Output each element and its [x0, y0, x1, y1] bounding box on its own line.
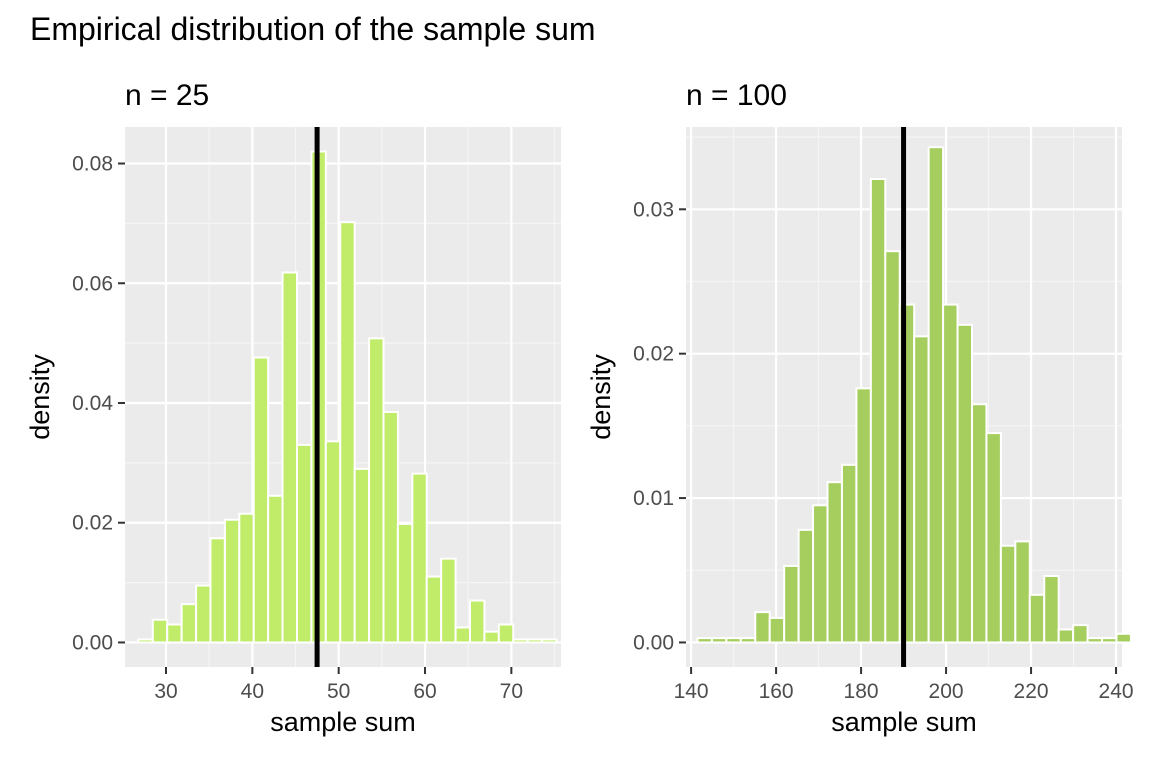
histogram-bar — [1014, 540, 1031, 644]
panel-n25-y-axis: 0.00 0.02 0.04 0.06 0.08 — [72, 153, 125, 654]
histogram-bar — [1115, 632, 1132, 644]
histogram-bar — [970, 403, 988, 644]
histogram-bar — [1086, 637, 1104, 644]
histogram-bar — [754, 611, 771, 644]
histogram-bar — [783, 564, 800, 644]
histogram-bar — [1072, 624, 1089, 644]
histogram-bar — [739, 637, 757, 644]
histogram-bar — [223, 518, 241, 644]
x-axis-tick-label: 200 — [929, 680, 964, 703]
panel-n100-x-axis-title: sample sum — [831, 707, 977, 737]
histogram-bar — [238, 512, 255, 644]
x-axis-tick-label: 60 — [413, 680, 436, 703]
histogram-bar — [483, 630, 500, 644]
histogram-bar — [267, 494, 284, 644]
x-axis-tick-label: 220 — [1014, 680, 1049, 703]
histogram-bar — [797, 528, 815, 644]
histogram-bar — [454, 626, 472, 644]
histogram-bar — [295, 443, 313, 644]
histogram-bar — [209, 537, 226, 644]
y-axis-tick-label: 0.08 — [72, 153, 113, 176]
histogram-bar — [339, 221, 356, 644]
histogram-bar — [999, 544, 1017, 644]
histogram-bar — [195, 584, 212, 644]
y-axis-tick-label: 0.02 — [633, 343, 674, 366]
y-axis-tick-label: 0.01 — [633, 487, 674, 510]
histogram-bar — [1101, 637, 1118, 644]
histogram-bar — [884, 250, 901, 644]
histogram-bar — [382, 410, 399, 644]
histogram-bar — [440, 557, 457, 644]
histogram-bar — [166, 623, 183, 644]
histogram-bar — [855, 387, 872, 644]
histogram-bar — [942, 303, 959, 644]
histogram-bar — [137, 638, 154, 644]
x-axis-tick-label: 240 — [1099, 680, 1134, 703]
y-axis-tick-label: 0.03 — [633, 198, 674, 221]
panel-n100-x-axis: 140 160 180 200 220 240 — [674, 667, 1134, 703]
histogram-bar — [368, 337, 385, 644]
panel-n25-y-axis-title: density — [25, 354, 55, 440]
panel-n25-bars — [137, 150, 558, 644]
histogram-bar — [252, 356, 270, 644]
histogram-bar — [696, 637, 713, 644]
histogram-bar — [927, 146, 945, 644]
histogram-bar — [725, 637, 742, 644]
panel-n25-x-axis: 30 40 50 60 70 — [154, 667, 523, 703]
x-axis-tick-label: 180 — [844, 680, 879, 703]
histogram-bar — [710, 637, 728, 644]
histogram-bar — [840, 463, 858, 644]
histogram-bar — [985, 432, 1002, 644]
histogram-bar — [324, 440, 342, 644]
histogram-bar — [1028, 593, 1046, 644]
histogram-bar — [151, 618, 169, 644]
x-axis-tick-label: 70 — [500, 680, 523, 703]
histogram-bar — [826, 481, 843, 644]
figure-title: Empirical distribution of the sample sum — [30, 11, 596, 47]
x-axis-tick-label: 50 — [327, 680, 350, 703]
histogram-bar — [353, 467, 371, 644]
y-axis-tick-label: 0.00 — [633, 631, 674, 654]
panel-n25-subtitle: n = 25 — [125, 79, 209, 112]
histogram-bar — [497, 623, 515, 644]
panel-n100: n = 100 140 160 180 200 220 240 0.000.010.020… — [586, 79, 1134, 737]
panel-n25: n = 25 30 40 50 60 70 0.00 0.02 0.04 0.06 0.08 s… — [25, 79, 561, 737]
x-axis-tick-label: 40 — [241, 680, 264, 703]
histogram-bar — [1057, 628, 1075, 644]
histogram-bar — [768, 616, 786, 644]
histogram-bar — [526, 638, 544, 644]
histogram-bar — [411, 472, 428, 644]
x-axis-tick-label: 140 — [674, 680, 709, 703]
histogram-bar — [180, 603, 198, 644]
histogram-bar — [541, 638, 558, 644]
histogram-bar — [512, 638, 529, 644]
panel-n100-subtitle: n = 100 — [686, 79, 787, 112]
histogram-bar — [812, 504, 829, 644]
y-axis-tick-label: 0.06 — [72, 272, 113, 295]
x-axis-tick-label: 160 — [759, 680, 794, 703]
y-axis-tick-label: 0.02 — [72, 512, 113, 535]
histogram-bar — [469, 599, 486, 644]
panel-n25-x-axis-title: sample sum — [270, 707, 416, 737]
histogram-bar — [425, 575, 443, 644]
x-axis-tick-label: 30 — [154, 680, 177, 703]
y-axis-tick-label: 0.00 — [72, 631, 113, 654]
panel-n100-y-axis: 0.00 0.01 0.02 0.03 — [633, 198, 686, 654]
panel-n100-y-axis-title: density — [586, 354, 616, 440]
y-axis-tick-label: 0.04 — [72, 392, 113, 415]
histogram-bar — [1043, 575, 1060, 644]
histogram-bar — [913, 335, 930, 644]
histogram-bar — [956, 323, 973, 644]
panel-n100-bars — [696, 146, 1132, 644]
histogram-bar — [869, 177, 887, 644]
histogram-bar — [281, 271, 298, 644]
histogram-bar — [396, 522, 414, 644]
